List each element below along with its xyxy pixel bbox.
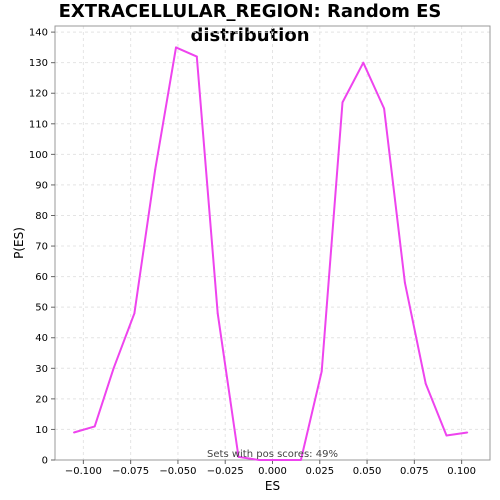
x-tick-label: −0.050	[159, 466, 196, 477]
data-point	[133, 312, 136, 315]
data-point	[175, 46, 177, 49]
series-line	[73, 46, 468, 461]
x-tick-label: 0.050	[353, 466, 382, 477]
y-tick-label: 50	[35, 303, 48, 314]
data-point	[383, 107, 385, 110]
data-point	[93, 425, 96, 428]
x-tick-label: 0.075	[400, 466, 429, 477]
y-tick-label: 130	[29, 58, 48, 69]
y-tick-label: 120	[29, 89, 48, 100]
data-point	[258, 459, 261, 461]
data-point	[403, 281, 406, 284]
data-point	[445, 434, 448, 437]
grid	[55, 26, 490, 461]
data-point	[362, 61, 365, 64]
y-tick-label: 90	[35, 180, 48, 191]
y-tick-label: 60	[35, 272, 48, 283]
data-point	[112, 367, 115, 370]
y-tick-label: 80	[35, 211, 48, 222]
data-point	[466, 431, 469, 434]
data-point	[73, 431, 75, 434]
x-tick-label: 0.025	[305, 466, 334, 477]
data-point	[424, 382, 427, 385]
x-tick-label: −0.100	[65, 466, 102, 477]
y-tick-label: 70	[35, 242, 48, 253]
data-point	[216, 312, 219, 315]
y-tick-label: 0	[42, 456, 48, 467]
data-point	[341, 101, 344, 104]
y-axis-label: P(ES)	[12, 227, 26, 259]
annotation-text: Sets with pos scores: 49%	[207, 449, 338, 460]
y-tick-label: 110	[29, 119, 48, 130]
axes: 0 10 20 30 40 50 60 70 80 90 100 110 120 130 140 −0.100…	[29, 28, 476, 477]
y-tick-label: 100	[29, 150, 48, 161]
data-point	[279, 459, 281, 461]
x-tick-label: −0.025	[207, 466, 244, 477]
x-tick-label: 0.100	[447, 466, 476, 477]
data-point	[154, 168, 157, 171]
x-axis-label: ES	[265, 479, 280, 493]
y-tick-label: 20	[35, 394, 48, 405]
data-point	[195, 55, 198, 58]
data-point	[320, 370, 323, 373]
series-layer	[73, 46, 469, 461]
data-point	[299, 459, 302, 461]
x-tick-label: 0.000	[258, 466, 287, 477]
data-point	[237, 456, 240, 458]
x-tick-label: −0.075	[112, 466, 149, 477]
y-tick-label: 140	[29, 28, 48, 39]
y-tick-label: 10	[35, 425, 48, 436]
y-tick-label: 40	[35, 333, 48, 344]
y-tick-label: 30	[35, 364, 48, 375]
chart-title: EXTRACELLULAR_REGION: Random ES distribu…	[58, 1, 442, 46]
